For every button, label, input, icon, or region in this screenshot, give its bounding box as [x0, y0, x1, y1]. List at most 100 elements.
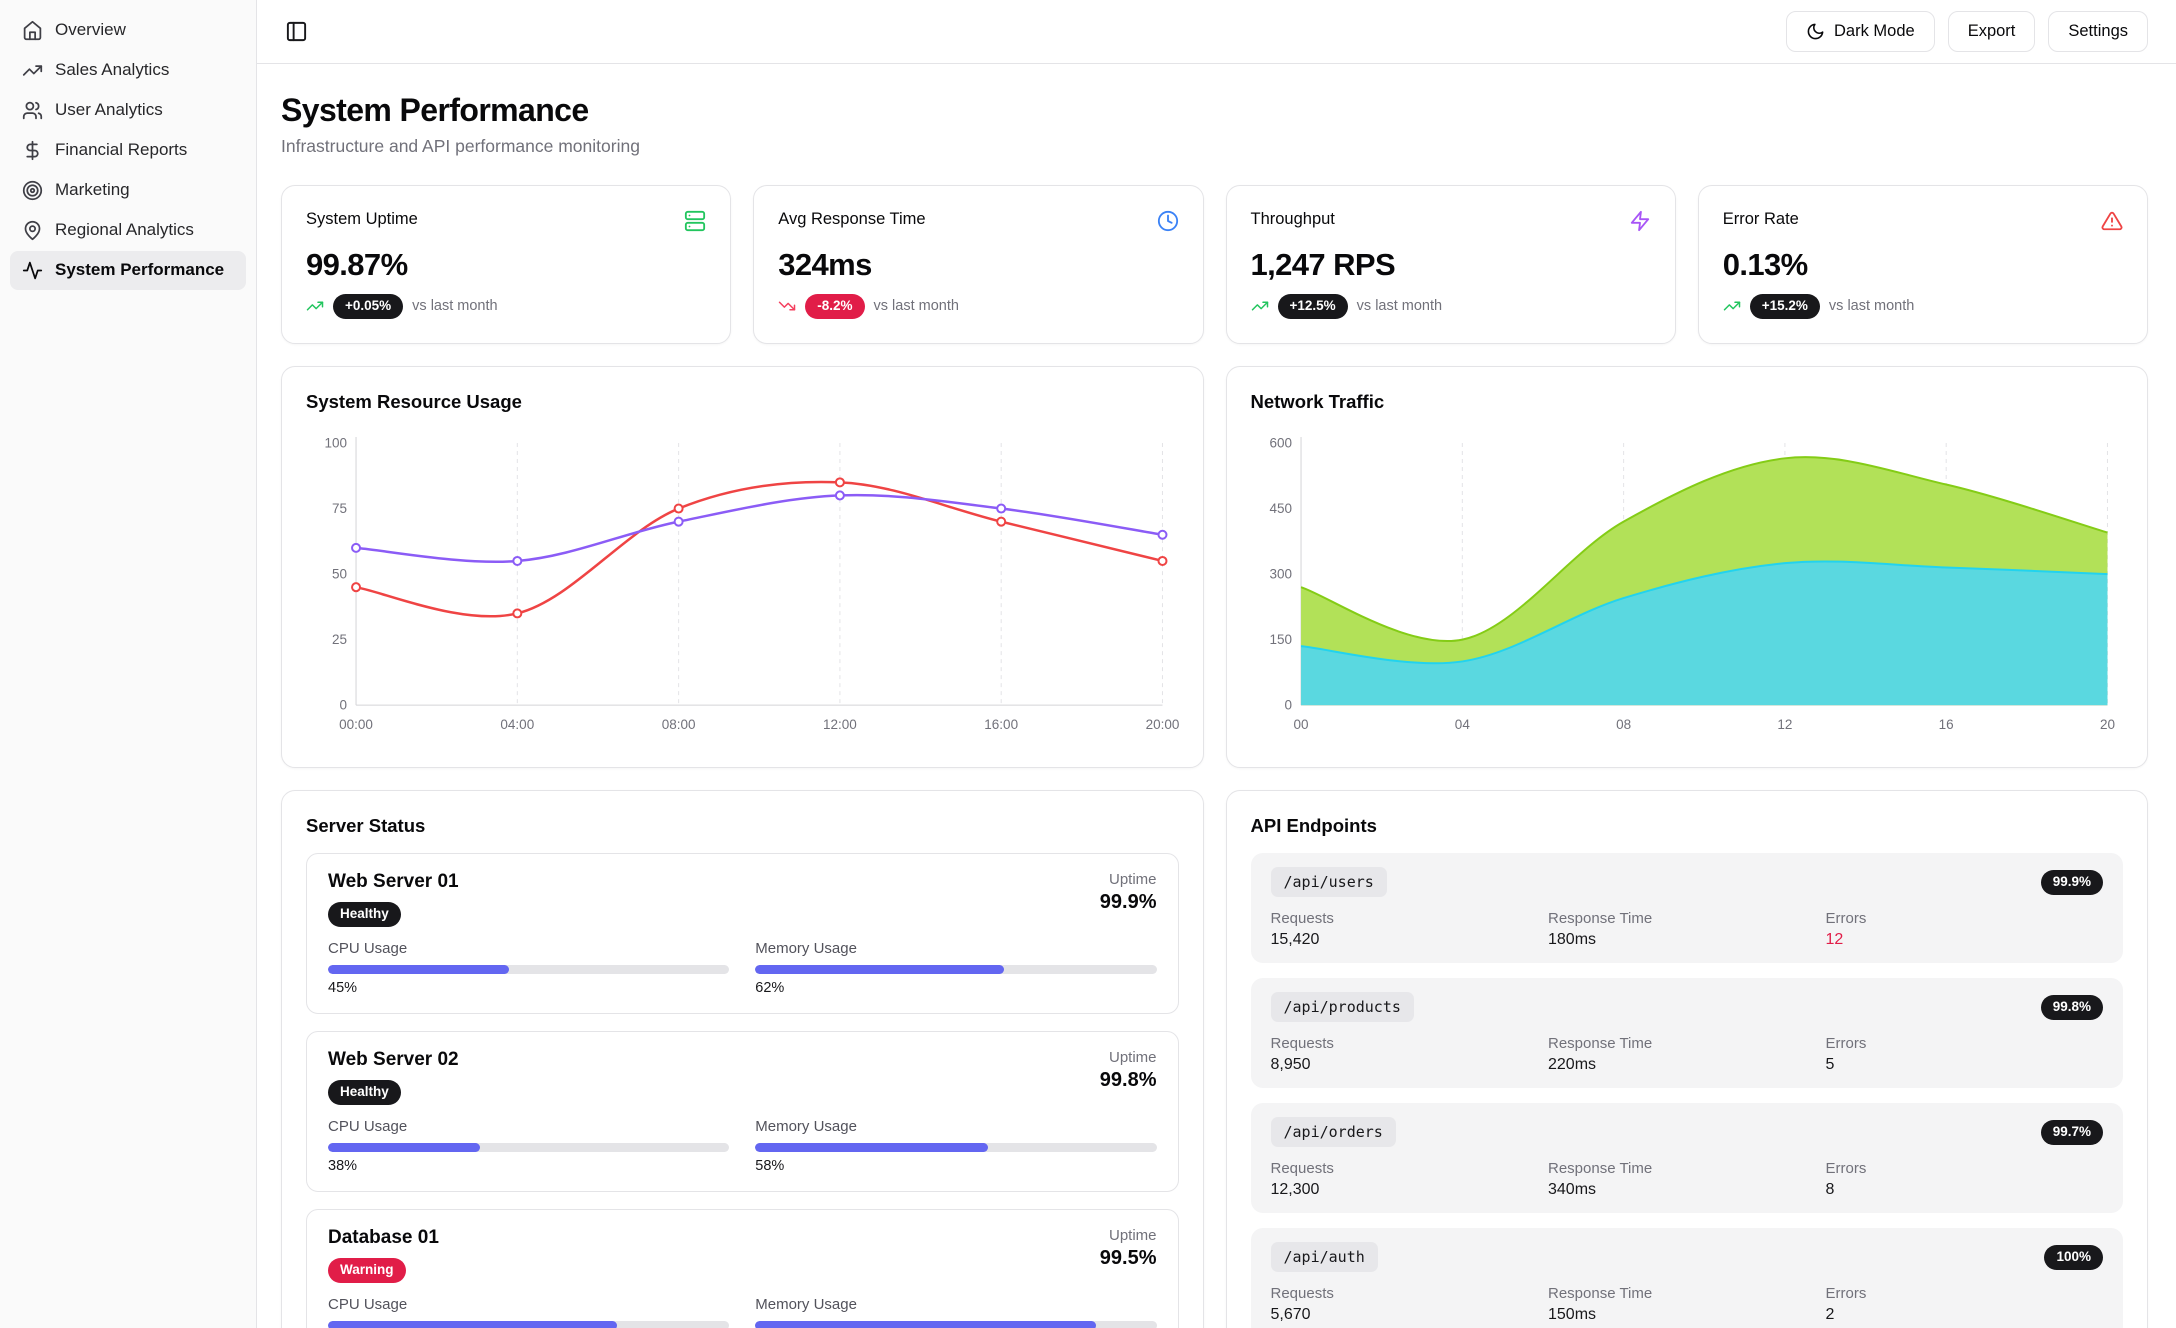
server-name: Web Server 02	[328, 1048, 459, 1070]
page-title: System Performance	[281, 92, 589, 128]
errors-label: Errors	[1825, 1285, 1867, 1303]
response-time-label: Response Time	[1548, 1160, 1653, 1178]
requests-value: 8,950	[1270, 1056, 1311, 1074]
requests-label: Requests	[1270, 1285, 1334, 1303]
memory-usage-bar	[755, 1320, 1157, 1328]
errors-value: 5	[1825, 1056, 1835, 1074]
svg-text:00:00: 00:00	[339, 717, 373, 732]
panel-left-icon	[285, 20, 308, 43]
sidebar-nav: Overview Sales Analytics User Analytics Fin…	[10, 11, 246, 290]
svg-text:25: 25	[332, 632, 347, 647]
server-status-card: Server Status Web Server 01 Healthy Uptime…	[281, 790, 1204, 1328]
dollar-icon	[22, 140, 43, 161]
resource-usage-line-chart: 0 25 50 75 100 00:00 04:00 08:00 12:00 16:00 20:00	[325, 435, 1179, 732]
button-label: Dark Mode	[1833, 22, 1915, 40]
endpoint-uptime-badge: 100%	[2044, 1244, 2103, 1270]
sidebar-item-user-analytics[interactable]: User Analytics	[10, 91, 246, 130]
network-traffic-card: Network Traffic 0 150 300 450 600 00 04 08 12 16 2…	[1225, 365, 2148, 769]
svg-text:00: 00	[1293, 717, 1308, 732]
sidebar-item-overview[interactable]: Overview	[10, 11, 246, 50]
svg-text:04:00: 04:00	[500, 717, 534, 732]
response-time-label: Response Time	[1548, 1035, 1653, 1053]
svg-text:300: 300	[1269, 566, 1292, 581]
kpi-label: Throughput	[1250, 210, 1335, 228]
kpi-comparison-label: vs last month	[1356, 298, 1443, 315]
kpi-card-system-uptime: System Uptime 99.87% +0.05% vs last month	[281, 185, 732, 344]
server-name: Database 01	[328, 1226, 439, 1248]
sidebar-item-financial-reports[interactable]: Financial Reports	[10, 131, 246, 170]
chart-title: Network Traffic	[1250, 390, 1385, 412]
server-status-badge: Warning	[328, 1257, 406, 1283]
server-row-web-server-01: Web Server 01 Healthy Uptime 99.9% CPU Usage…	[306, 853, 1179, 1014]
server-row-web-server-02: Web Server 02 Healthy Uptime 99.8% CPU Usage…	[306, 1030, 1179, 1192]
cpu-usage-bar	[328, 1142, 730, 1152]
svg-text:50: 50	[332, 566, 347, 581]
memory-usage-value: 62%	[755, 979, 785, 996]
settings-button[interactable]: Settings	[2048, 11, 2148, 52]
endpoint-uptime-badge: 99.8%	[2040, 994, 2103, 1020]
activity-icon	[22, 260, 43, 281]
requests-label: Requests	[1270, 1035, 1334, 1053]
sidebar-item-sales-analytics[interactable]: Sales Analytics	[10, 51, 246, 90]
endpoint-path: /api/orders	[1270, 1117, 1396, 1148]
kpi-delta-badge: -8.2%	[805, 294, 865, 319]
requests-value: 5,670	[1270, 1306, 1311, 1324]
cpu-usage-label: CPU Usage	[328, 1295, 408, 1313]
topbar-actions: Dark Mode Export Settings	[1785, 11, 2148, 52]
kpi-value: 324ms	[778, 247, 872, 282]
sidebar-item-label: Financial Reports	[55, 140, 188, 160]
errors-label: Errors	[1825, 1035, 1867, 1053]
endpoint-list: /api/users 99.9% Requests 15,420 Response Ti…	[1250, 853, 2123, 1328]
network-traffic-area-chart: 0 150 300 450 600 00 04 08 12 16 20	[1269, 435, 2114, 732]
kpi-value: 1,247 RPS	[1250, 247, 1396, 282]
page-content: System Performance Infrastructure and AP…	[257, 64, 2176, 1328]
server-status-badge: Healthy	[328, 902, 401, 927]
server-status-badge: Healthy	[328, 1079, 401, 1105]
trend-up-icon	[306, 297, 324, 315]
svg-text:08: 08	[1616, 717, 1631, 732]
topbar: Dark Mode Export Settings	[257, 0, 2176, 64]
sidebar-item-regional-analytics[interactable]: Regional Analytics	[10, 211, 246, 250]
svg-text:20:00: 20:00	[1146, 717, 1179, 732]
alert-triangle-icon	[2101, 210, 2123, 232]
svg-text:0: 0	[340, 698, 348, 713]
response-time-value: 150ms	[1548, 1306, 1597, 1324]
cpu-usage-value: 45%	[328, 979, 358, 996]
errors-value: 12	[1825, 931, 1844, 949]
dark-mode-button[interactable]: Dark Mode	[1785, 11, 1935, 52]
sidebar-item-label: User Analytics	[55, 100, 163, 120]
kpi-label: Error Rate	[1722, 210, 1799, 228]
sidebar-item-label: Sales Analytics	[55, 60, 170, 80]
button-label: Settings	[2068, 22, 2128, 40]
zap-icon	[1629, 210, 1651, 232]
svg-text:08:00: 08:00	[662, 717, 696, 732]
endpoint-row--api-products: /api/products 99.8% Requests 8,950 Response …	[1250, 978, 2123, 1089]
kpi-comparison-label: vs last month	[873, 298, 959, 315]
kpi-value: 0.13%	[1722, 247, 1809, 282]
sidebar-item-marketing[interactable]: Marketing	[10, 171, 246, 210]
sidebar-item-label: Marketing	[55, 180, 130, 200]
svg-text:600: 600	[1269, 435, 1292, 450]
response-time-value: 180ms	[1548, 931, 1597, 949]
endpoint-path: /api/products	[1270, 992, 1414, 1023]
button-label: Export	[1967, 22, 2016, 40]
svg-text:75: 75	[332, 501, 347, 516]
sidebar-toggle-button[interactable]	[281, 16, 312, 47]
uptime-label: Uptime	[1108, 871, 1157, 889]
memory-usage-label: Memory Usage	[755, 1295, 857, 1313]
kpi-comparison-label: vs last month	[1828, 298, 1915, 315]
uptime-value: 99.9%	[1099, 891, 1157, 914]
users-icon	[22, 100, 43, 121]
kpi-card-avg-response-time: Avg Response Time 324ms -8.2% vs last month	[753, 185, 1204, 344]
kpi-label: System Uptime	[306, 210, 418, 228]
endpoint-row--api-auth: /api/auth 100% Requests 5,670 Response Time 1…	[1250, 1228, 2123, 1328]
errors-value: 8	[1825, 1181, 1835, 1199]
endpoint-path: /api/auth	[1270, 1242, 1378, 1273]
kpi-value: 99.87%	[306, 247, 408, 282]
svg-text:12: 12	[1777, 717, 1792, 732]
cpu-usage-bar	[328, 1320, 730, 1328]
sidebar-item-system-performance[interactable]: System Performance	[10, 251, 246, 290]
export-button[interactable]: Export	[1947, 11, 2036, 52]
